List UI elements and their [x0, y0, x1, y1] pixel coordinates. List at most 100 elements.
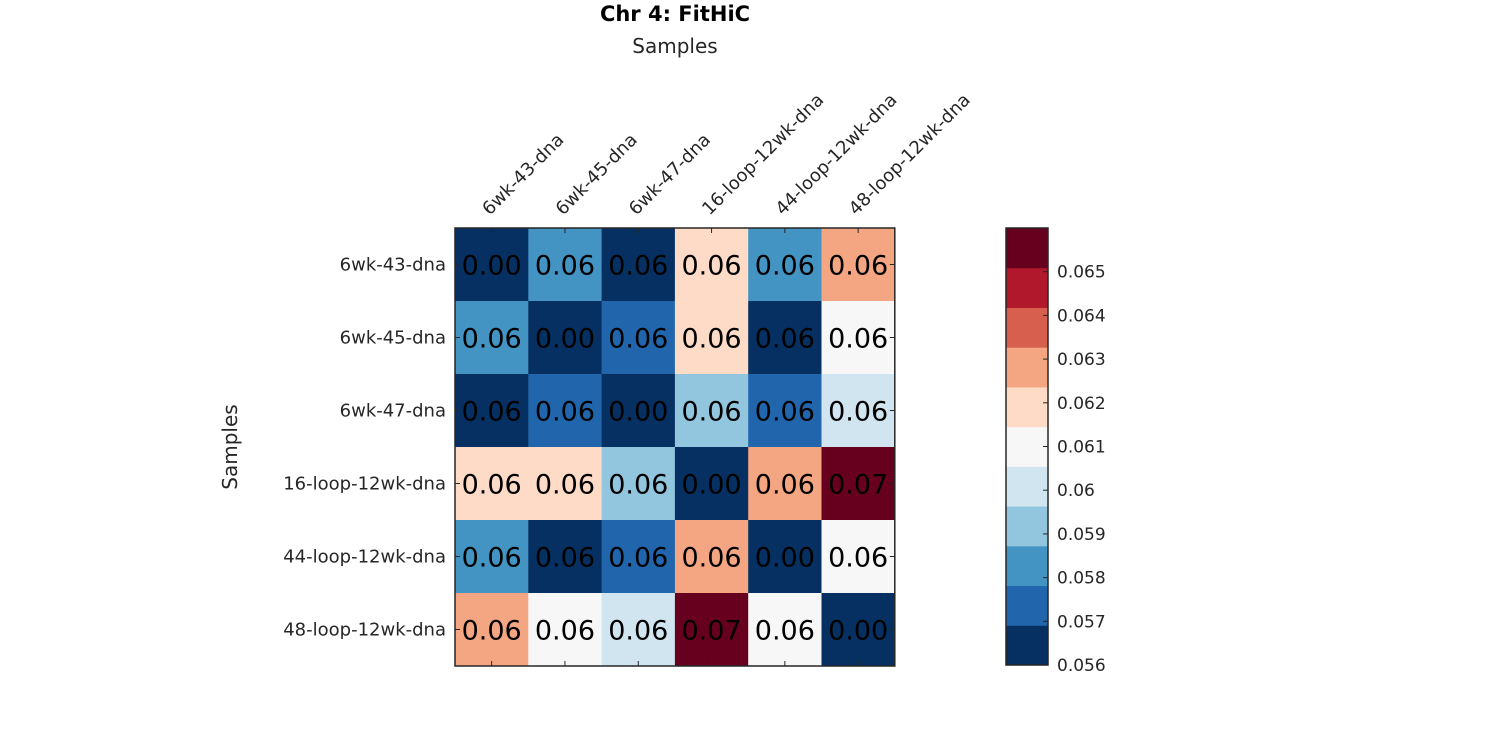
cell-value-label: 0.07	[828, 470, 888, 501]
cell-value-label: 0.06	[608, 616, 668, 647]
plot-frame	[454, 227, 896, 667]
colorbar-tick-label: 0.056	[1057, 656, 1106, 676]
colorbar-tick-label: 0.058	[1057, 569, 1106, 589]
y-tick-label: 6wk-43-dna	[340, 255, 446, 276]
heatmap-cell	[748, 374, 822, 448]
cell-value-label: 0.00	[755, 543, 815, 574]
heatmap-cell	[748, 301, 822, 375]
heatmap-cell	[821, 301, 896, 375]
cell-value-label: 0.06	[828, 251, 888, 282]
cell-value-label: 0.06	[535, 251, 595, 282]
cell-value-label: 0.06	[462, 470, 522, 501]
cell-value-label: 0.00	[608, 397, 668, 428]
cell-value-label: 0.06	[828, 324, 888, 355]
cell-value-label: 0.06	[828, 397, 888, 428]
colorbar-tick-label: 0.062	[1057, 394, 1106, 414]
cell-value-label: 0.07	[681, 616, 741, 647]
colorbar-tick-label: 0.06	[1057, 481, 1095, 501]
colorbar-segment	[1006, 585, 1048, 626]
heatmap-cell	[601, 301, 676, 375]
cell-value-label: 0.00	[462, 251, 522, 282]
heatmap-cell	[821, 228, 896, 302]
cell-value-label: 0.06	[462, 397, 522, 428]
colorbar-segment	[1006, 347, 1048, 388]
heatmap-cell	[601, 447, 676, 521]
heatmap-cell	[455, 374, 529, 448]
colorbar-tick-label: 0.057	[1057, 612, 1106, 632]
y-axis-label: Samples	[218, 404, 242, 489]
cell-value-label: 0.06	[535, 616, 595, 647]
cell-value-label: 0.06	[755, 616, 815, 647]
heatmap-cell	[821, 447, 896, 521]
cell-value-label: 0.06	[681, 251, 741, 282]
y-tick-label: 48-loop-12wk-dna	[283, 620, 446, 641]
heatmap-cell	[455, 228, 529, 302]
heatmap-cell	[748, 593, 822, 667]
heatmap-cell	[601, 228, 676, 302]
heatmap-cell	[528, 374, 603, 448]
colorbar-segment	[1006, 307, 1048, 348]
colorbar-segment	[1006, 386, 1048, 428]
heatmap-cell	[455, 520, 529, 594]
heatmap-cell	[821, 593, 896, 667]
colorbar-segment	[1006, 625, 1048, 666]
heatmap-cell	[601, 520, 676, 594]
colorbar-tick-label: 0.063	[1057, 350, 1106, 370]
y-tick-label: 6wk-47-dna	[340, 401, 446, 422]
colorbar-segment	[1006, 466, 1048, 507]
colorbar: 0.056 0.057 0.058 0.059 0.06 0.061 0.062 0.063 0…	[1005, 227, 1106, 676]
cell-value-label: 0.06	[462, 616, 522, 647]
cell-value-label: 0.06	[608, 324, 668, 355]
colorbar-tick-label: 0.059	[1057, 525, 1106, 545]
cell-value-label: 0.00	[681, 470, 741, 501]
heatmap-cell	[674, 301, 749, 375]
cell-value-label: 0.06	[462, 324, 522, 355]
heatmap-cells	[455, 228, 896, 667]
heatmap-cell	[528, 228, 603, 302]
cell-value-label: 0.06	[608, 470, 668, 501]
cell-value-label: 0.06	[828, 543, 888, 574]
x-tick-label: 44-loop-12wk-dna	[772, 90, 902, 220]
x-tick-label: 16-loop-12wk-dna	[698, 90, 828, 220]
cell-value-label: 0.06	[535, 397, 595, 428]
x-axis-label: Samples	[632, 34, 717, 58]
y-tick-label: 6wk-45-dna	[340, 328, 446, 349]
heatmap-cell	[601, 374, 676, 448]
cell-value-label: 0.06	[755, 470, 815, 501]
cell-value-label: 0.06	[535, 470, 595, 501]
heatmap-cell	[528, 520, 603, 594]
heatmap-cell	[674, 447, 749, 521]
cell-value-label: 0.00	[828, 616, 888, 647]
heatmap-cell	[674, 374, 749, 448]
heatmap-cell	[528, 301, 603, 375]
cell-value-label: 0.06	[755, 324, 815, 355]
heatmap-cell	[455, 593, 529, 667]
heatmap-cell	[528, 447, 603, 521]
cell-value-label: 0.06	[681, 324, 741, 355]
y-tick-labels: 6wk-43-dna 6wk-45-dna 6wk-47-dna 16-loop-12…	[283, 255, 895, 641]
chart-title: Chr 4: FitHiC	[600, 2, 750, 26]
cell-value-label: 0.06	[608, 543, 668, 574]
y-tick-label: 44-loop-12wk-dna	[283, 547, 446, 568]
heatmap-cell-labels: 0.00 0.06 0.06 0.06 0.06 0.06 0.06 0.00 0.06 0.06…	[462, 251, 889, 647]
heatmap-cell	[674, 593, 749, 667]
cell-value-label: 0.06	[608, 251, 668, 282]
heatmap-cell	[674, 228, 749, 302]
colorbar-segment	[1006, 267, 1048, 308]
cell-value-label: 0.06	[681, 397, 741, 428]
cell-value-label: 0.06	[755, 397, 815, 428]
heatmap-cell	[528, 593, 603, 667]
colorbar-segment	[1006, 426, 1048, 467]
colorbar-segment	[1006, 545, 1048, 587]
y-tick-label: 16-loop-12wk-dna	[283, 474, 446, 495]
x-tick-label: 48-loop-12wk-dna	[845, 90, 975, 220]
cell-value-label: 0.06	[462, 543, 522, 574]
cell-value-label: 0.06	[755, 251, 815, 282]
heatmap-cell	[821, 374, 896, 448]
heatmap-cell	[674, 520, 749, 594]
heatmap-cell	[455, 447, 529, 521]
cell-value-label: 0.00	[535, 324, 595, 355]
colorbar-tick-label: 0.065	[1057, 263, 1106, 283]
heatmap-cell	[748, 228, 822, 302]
